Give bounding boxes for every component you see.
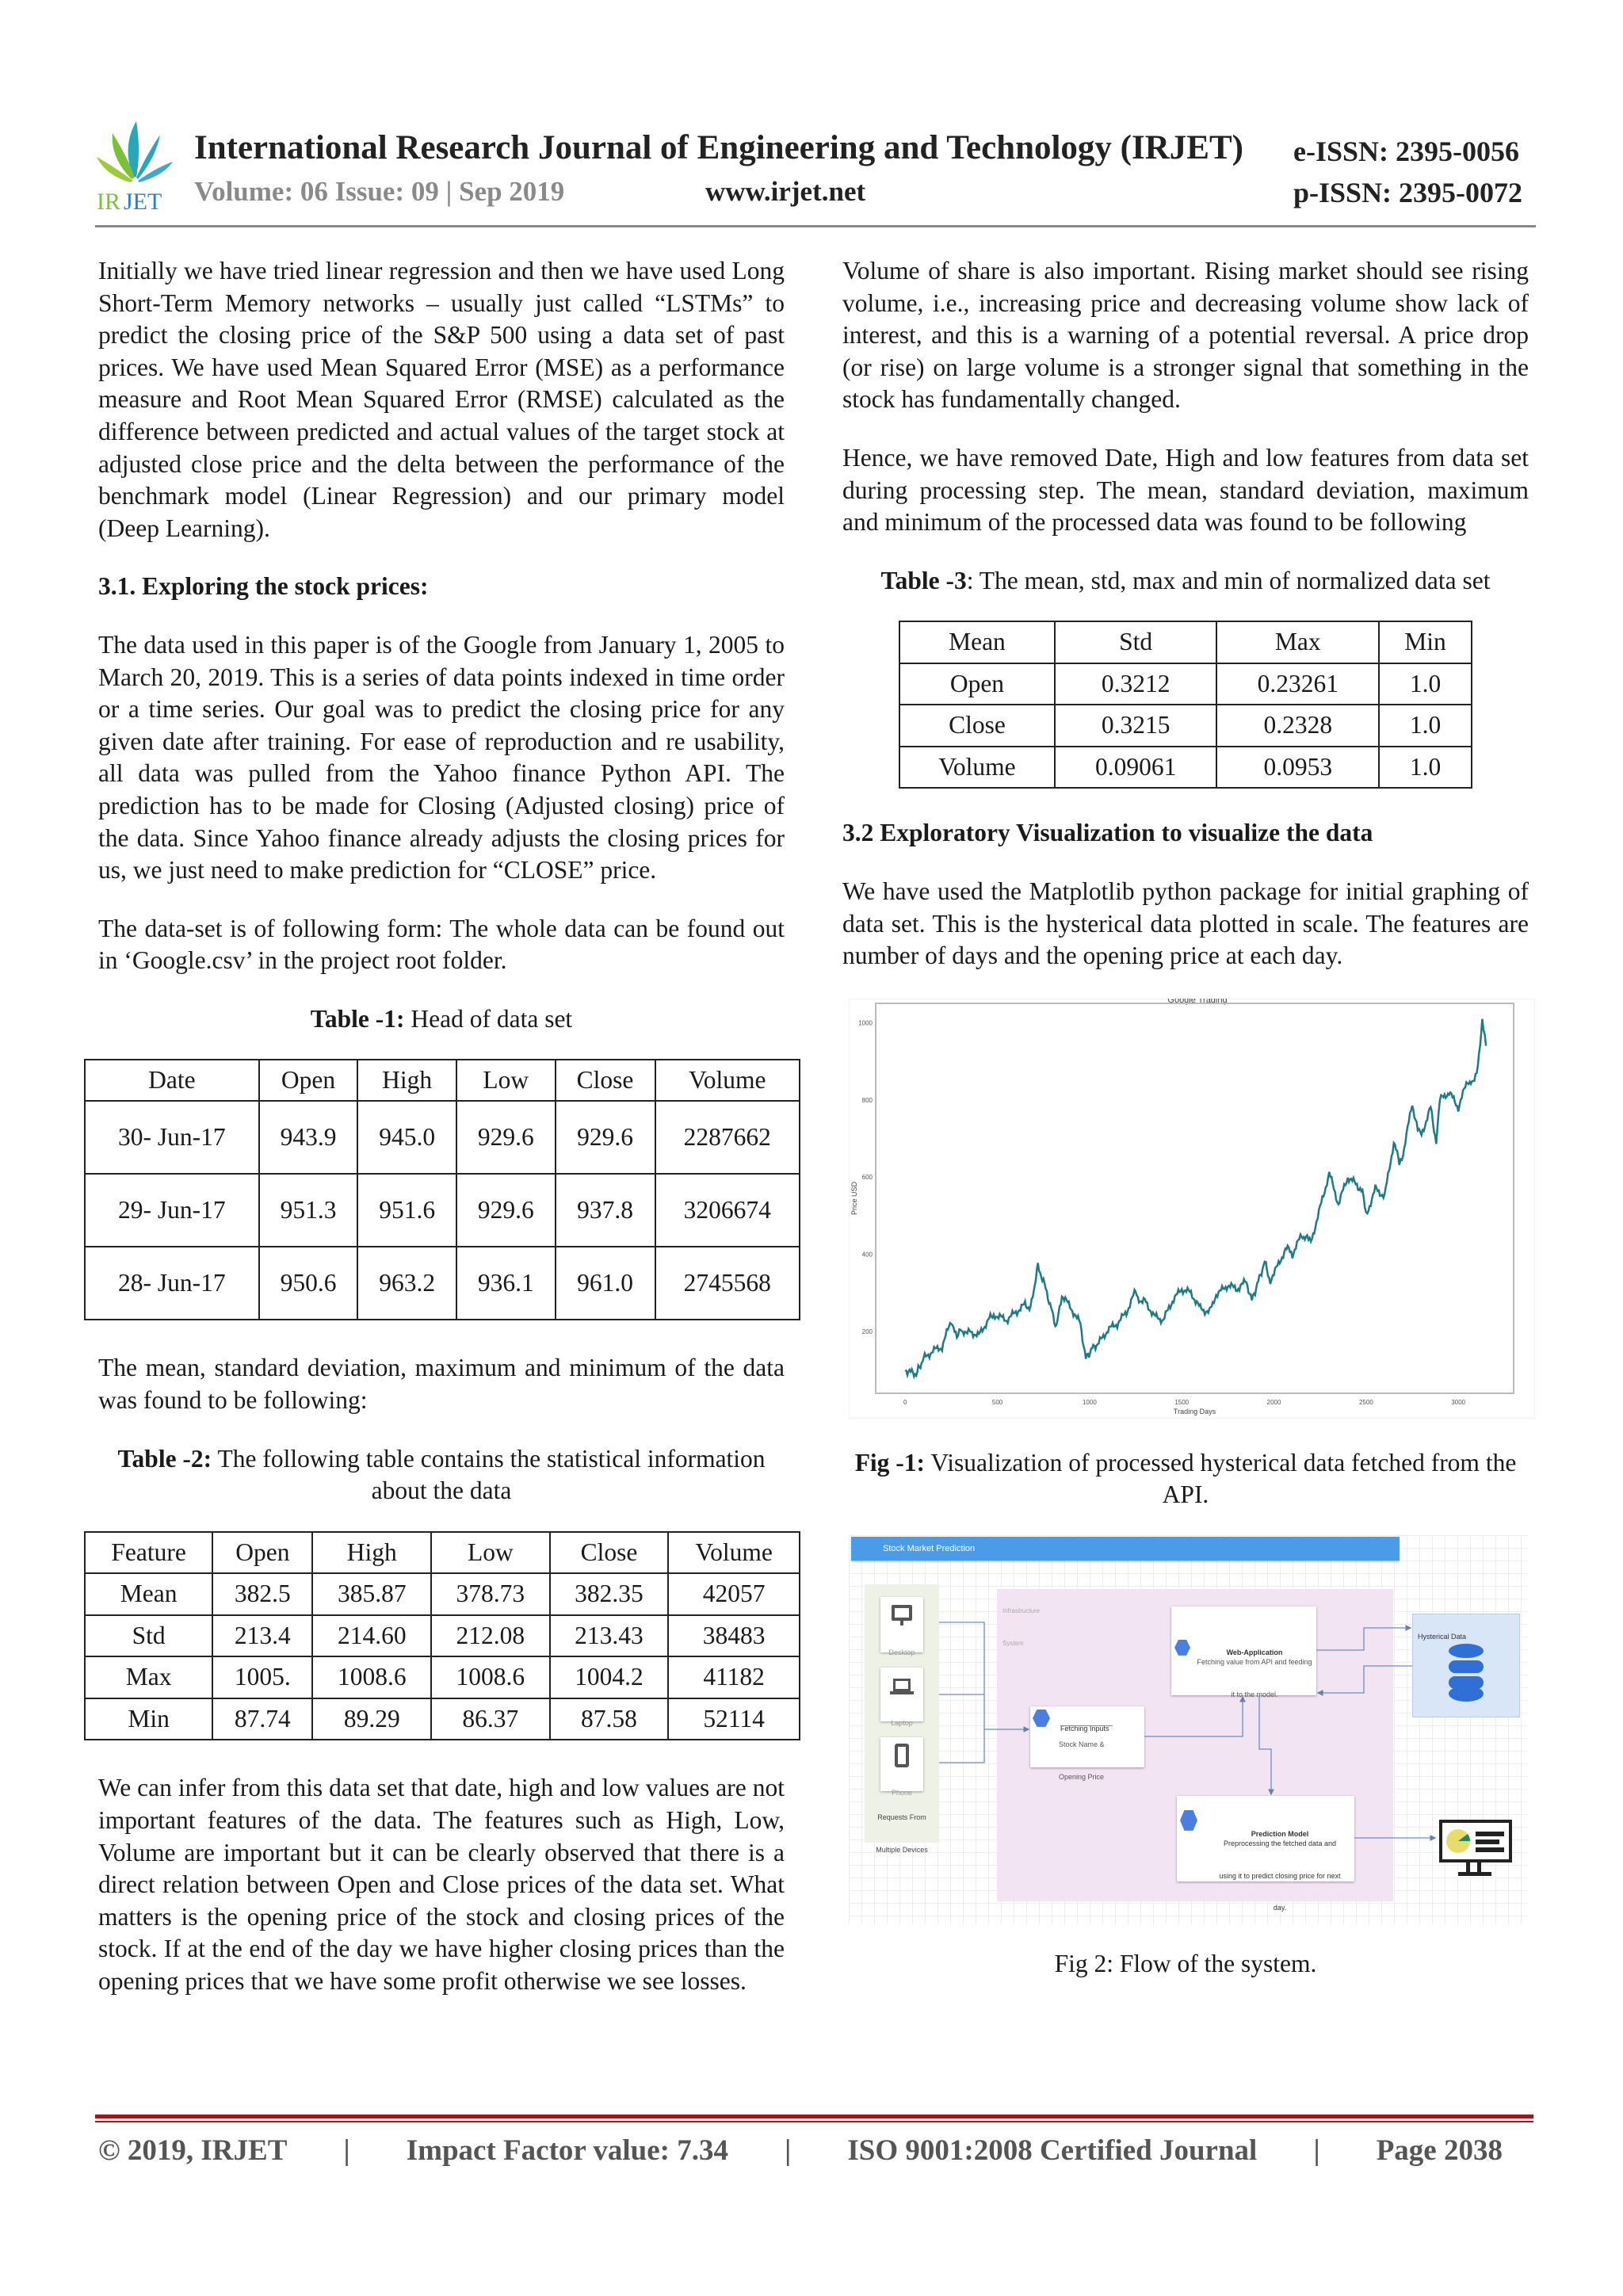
- e-issn: e-ISSN: 2395-0056: [1293, 136, 1519, 167]
- prediction-model-box: Prediction Model Preprocessing the fetch…: [1177, 1795, 1354, 1912]
- footer-rule: [95, 2121, 1533, 2122]
- devices-caption: Requests From Multiple Devices: [876, 1813, 928, 1854]
- series-line: [904, 1018, 1487, 1380]
- table-1: Date Open High Low Close Volume 30- Jun-17 943…: [84, 1059, 801, 1321]
- diagram-title-bar: Stock Market Prediction: [851, 1536, 1400, 1561]
- table-3-caption: Table -3: The mean, std, max and min of …: [880, 566, 1491, 594]
- hysterical-data-box: Hysterical Data: [1412, 1613, 1520, 1717]
- x-tick-label: 2500: [1359, 1399, 1373, 1406]
- google-trading-chart: Google Trading 0 500 1000 1500 2000 2500 3000 2…: [848, 995, 1536, 1419]
- iso-certification: ISO 9001:2008 Certified Journal: [847, 2134, 1258, 2167]
- paragraph: The mean, standard deviation, maximum an…: [98, 1354, 785, 1415]
- paragraph: The data used in this paper is of the Go…: [98, 630, 785, 884]
- separator: |: [785, 2134, 792, 2167]
- paragraph: The data-set is of following form: The w…: [98, 914, 785, 975]
- logo-text: IR: [97, 189, 120, 212]
- table-row: Volume 0.09061 0.0953 1.0: [899, 745, 1472, 789]
- website-link[interactable]: www.irjet.net: [705, 176, 866, 207]
- paragraph: Volume of share is also important. Risin…: [842, 257, 1529, 414]
- table-row: Max 1005. 1008.6 1008.6 1004.2 41182: [83, 1656, 800, 1699]
- monitor-dashboard-icon: [1439, 1819, 1512, 1876]
- figure-1-caption: Fig -1: Visualization of processed hyste…: [854, 1448, 1517, 1509]
- table-header-row: Mean Std Max Min: [899, 621, 1472, 664]
- impact-factor: Impact Factor value: 7.34: [406, 2134, 728, 2167]
- y-tick-label: 800: [862, 1097, 873, 1104]
- x-axis-label: Trading Days: [1174, 1408, 1216, 1415]
- y-tick-label: 1000: [858, 1019, 873, 1026]
- x-tick-label: 2000: [1267, 1399, 1281, 1406]
- table-2-caption: Table -2: The following table contains t…: [117, 1444, 766, 1505]
- figure-2-caption: Fig 2: Flow of the system.: [1054, 1949, 1317, 1977]
- header-divider: [95, 225, 1536, 227]
- x-tick-label: 3000: [1451, 1399, 1465, 1406]
- x-tick-label: 0: [903, 1399, 907, 1406]
- chart-frame: [848, 998, 1536, 1419]
- table-row: Mean 382.5 385.87 378.73 382.35 42057: [83, 1572, 800, 1616]
- footer: © 2019, IRJET | Impact Factor value: 7.3…: [98, 2134, 1534, 2168]
- laptop-card: Laptop: [880, 1667, 923, 1727]
- table-header-row: Feature Open High Low Close Volume: [83, 1530, 800, 1575]
- paragraph: Hence, we have removed Date, High and lo…: [842, 443, 1529, 537]
- x-tick-label: 1500: [1174, 1399, 1189, 1406]
- y-tick-label: 200: [862, 1328, 873, 1335]
- y-tick-label: 600: [862, 1174, 873, 1181]
- phone-icon: [895, 1743, 909, 1767]
- irjet-logo: IR JET: [94, 117, 179, 215]
- y-tick-label: 400: [862, 1251, 873, 1258]
- desktop-icon: [892, 1604, 912, 1621]
- table-row: Open 0.3212 0.23261 1.0: [899, 662, 1472, 706]
- paragraph: We have used the Matplotlib python packa…: [842, 877, 1529, 970]
- hexagon-icon: [1174, 1639, 1190, 1656]
- diagram-connectors: [939, 1622, 1437, 1841]
- table-row: Min 87.74 89.29 86.37 87.58 52114: [83, 1697, 800, 1741]
- x-tick-label: 1000: [1083, 1399, 1097, 1406]
- table-row: 29- Jun-17 951.3 951.6 929.6 937.8 3206674: [84, 1173, 801, 1248]
- section-heading-3-1: 3.1. Exploring the stock prices:: [98, 572, 429, 601]
- table-2: Feature Open High Low Close Volume Mean 382.5 3…: [83, 1530, 800, 1741]
- desktop-card: Desktop: [880, 1596, 923, 1656]
- svg-text:JET: JET: [124, 189, 162, 212]
- laptop-icon: [893, 1678, 911, 1691]
- fetching-inputs-box: Fetching Inputs Stock Name & Opening Pri…: [1030, 1706, 1144, 1781]
- database-icon: [1449, 1643, 1484, 1702]
- table-1-caption: Table -1: Head of data set: [310, 1004, 573, 1033]
- hexagon-icon: [1180, 1809, 1197, 1831]
- copyright: © 2019, IRJET: [98, 2134, 288, 2167]
- right-column: Volume of share is also important. Risin…: [842, 255, 1536, 2004]
- paragraph: Initially we have tried linear regressio…: [98, 257, 785, 542]
- phone-card: Phone: [880, 1736, 923, 1797]
- section-heading-3-2: 3.2 Exploratory Visualization to visuali…: [842, 819, 1373, 847]
- system-flow-diagram: Stock Market Prediction Infrastructure S…: [849, 1534, 1527, 1924]
- left-column: Initially we have tried linear regressio…: [83, 255, 801, 2024]
- table-3: Mean Std Max Min Open 0.3212 0.23261 1.0 Close…: [899, 621, 1472, 789]
- table-row: Close 0.3215 0.2328 1.0: [899, 704, 1472, 747]
- separator: |: [343, 2134, 350, 2167]
- web-application-box: Web-Application Fetching value from API …: [1171, 1606, 1316, 1698]
- paragraph: We can infer from this data set that dat…: [98, 1774, 785, 1995]
- axes-box: [875, 1002, 1514, 1394]
- separator: |: [1313, 2134, 1320, 2167]
- table-header-row: Date Open High Low Close Volume: [84, 1059, 801, 1102]
- infrastructure-label: Infrastructure System: [1002, 1606, 1041, 1647]
- table-row: 28- Jun-17 950.6 963.2 936.1 961.0 2745568: [84, 1246, 801, 1321]
- y-axis-label: Price USD: [850, 1181, 858, 1215]
- x-tick-label: 500: [992, 1399, 1003, 1406]
- hexagon-icon: [1033, 1709, 1050, 1727]
- table-row: 30- Jun-17 943.9 945.0 929.6 929.6 2287662: [84, 1100, 801, 1175]
- table-row: Std 213.4 214.60 212.08 213.43 38483: [83, 1614, 800, 1658]
- p-issn: p-ISSN: 2395-0072: [1293, 177, 1523, 208]
- page-number: Page 2038: [1376, 2134, 1503, 2167]
- footer-rule: [95, 2115, 1533, 2118]
- volume-issue: Volume: 06 Issue: 09 | Sep 2019: [194, 176, 565, 207]
- journal-title: International Research Journal of Engine…: [194, 129, 1243, 166]
